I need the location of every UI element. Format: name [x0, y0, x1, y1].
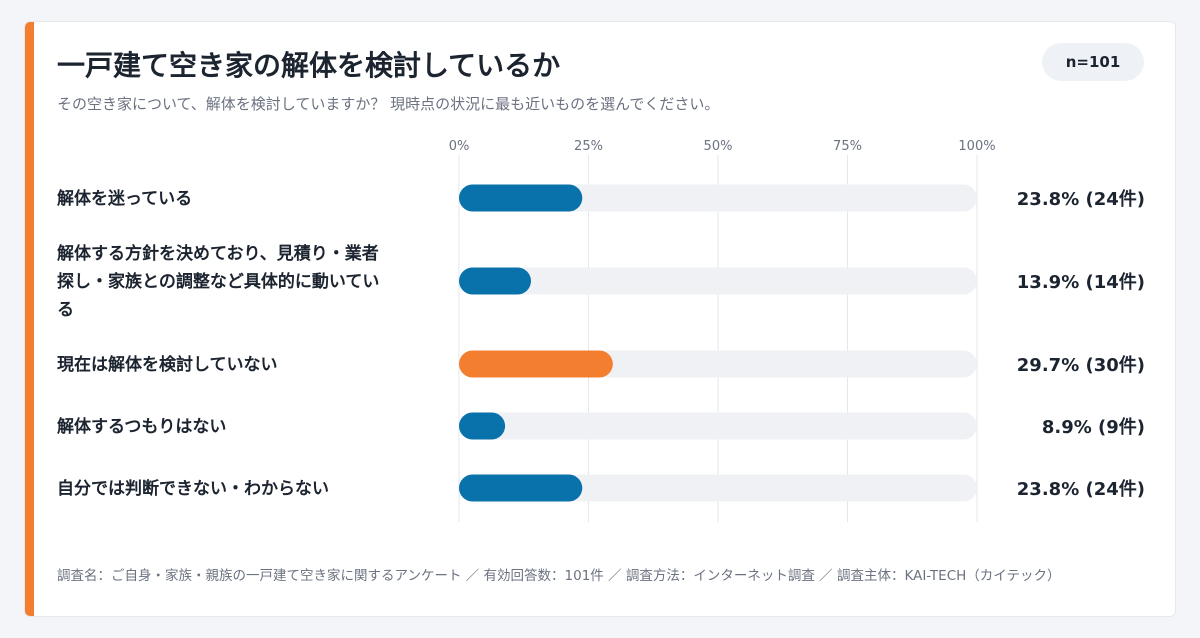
chart-subtitle: その空き家について、解体を検討していますか？ 現時点の状況に最も近いものを選んで… [57, 95, 720, 113]
category-label: 現在は解体を検討していない [57, 354, 278, 375]
category-label: 解体するつもりはない [57, 416, 226, 437]
category-label: 解体する方針を決めており、見積り・業者 [57, 243, 379, 264]
bar-track [459, 267, 977, 295]
bar [459, 350, 613, 378]
bar [459, 474, 583, 502]
bar [459, 184, 583, 212]
value-label: 13.9% (14件) [1017, 271, 1145, 293]
bar-track [459, 184, 977, 212]
bar [459, 267, 532, 295]
x-tick-label: 100% [958, 139, 995, 154]
x-tick-label: 25% [574, 139, 603, 154]
x-tick-label: 50% [704, 139, 733, 154]
bar [459, 412, 506, 440]
category-label: 探し・家族との調整など具体的に動いてい [57, 271, 379, 292]
survey-footnote: 調査名：ご自身・家族・親族の一戸建て空き家に関するアンケート ／ 有効回答数：1… [57, 568, 1061, 584]
category-label: 自分では判断できない・わからない [57, 478, 329, 499]
x-tick-label: 0% [449, 139, 470, 154]
chart-title: 一戸建て空き家の解体を検討しているか [57, 49, 561, 82]
survey-card: 一戸建て空き家の解体を検討しているか その空き家について、解体を検討していますか… [24, 21, 1176, 617]
value-label: 8.9% (9件) [1042, 416, 1145, 438]
value-label: 23.8% (24件) [1017, 478, 1145, 500]
category-label: 解体を迷っている [57, 188, 192, 209]
bar-track [459, 412, 977, 440]
sample-size-badge: n=101 [1042, 43, 1144, 81]
bar-track [459, 474, 977, 502]
bar-chart: 0% 25% 50% 75% 100% 解体を迷っている 23.8% (24件) 解体する方針… [57, 139, 1145, 522]
value-label: 23.8% (24件) [1017, 188, 1145, 210]
category-label: る [57, 300, 74, 320]
value-label: 29.7% (30件) [1017, 354, 1145, 376]
x-tick-label: 75% [833, 139, 862, 154]
accent-stripe [25, 22, 34, 616]
